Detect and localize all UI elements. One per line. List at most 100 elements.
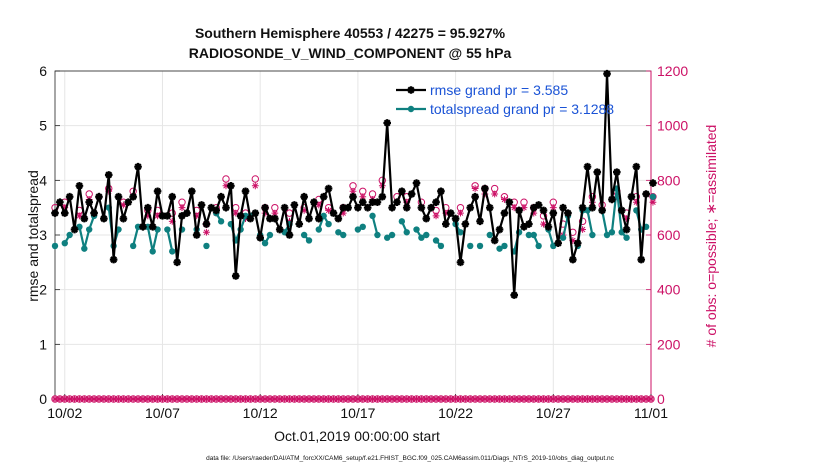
obs-assimilated-marker: [325, 207, 332, 214]
obs-assimilated-marker: [501, 196, 508, 203]
rmse-point: [139, 223, 147, 231]
y-right-tick-label: 200: [657, 336, 681, 352]
totalspread-point: [149, 248, 156, 255]
x-tick-label: 10/12: [243, 405, 278, 421]
obs-zero-assimilated-marker: [525, 395, 533, 403]
obs-zero-assimilated-marker: [515, 395, 523, 403]
x-axis-label: Oct.01,2019 00:00:00 start: [274, 428, 440, 444]
rmse-point: [383, 119, 391, 127]
totalspread-point: [467, 242, 474, 250]
obs-zero-assimilated-marker: [398, 395, 406, 403]
obs-zero-assimilated-marker: [457, 395, 464, 403]
rmse-point: [388, 203, 396, 212]
totalspread-point: [320, 212, 327, 220]
rmse-point: [451, 214, 460, 223]
totalspread-point: [618, 229, 625, 236]
obs-zero-assimilated-marker: [408, 395, 415, 403]
obs-zero-assimilated-marker: [383, 395, 391, 403]
rmse-point: [544, 223, 553, 231]
obs-zero-assimilated-marker: [364, 395, 371, 403]
totalspread-point: [354, 226, 362, 233]
totalspread-point: [129, 242, 137, 250]
obs-zero-assimilated-marker: [530, 395, 537, 403]
obs-zero-assimilated-marker: [100, 395, 108, 403]
totalspread-point: [413, 226, 420, 233]
totalspread-point: [501, 242, 508, 250]
obs-zero-assimilated-marker: [608, 395, 616, 403]
obs-zero-assimilated-marker: [261, 395, 269, 403]
rmse-point: [197, 201, 206, 209]
rmse-point: [358, 198, 367, 206]
obs-assimilated-marker: [632, 198, 640, 206]
obs-assimilated-marker: [649, 198, 657, 206]
obs-assimilated-marker: [232, 209, 240, 217]
obs-assimilated-marker: [432, 212, 440, 220]
obs-zero-assimilated-marker: [554, 395, 562, 403]
y-axis-left: 0 1 2 3 4 5 6: [39, 63, 60, 407]
obs-assimilated-marker: [457, 209, 464, 217]
obs-zero-assimilated-marker: [340, 395, 347, 403]
obs-zero-assimilated-marker: [159, 395, 166, 403]
rmse-point: [124, 198, 133, 206]
rmse-point: [207, 203, 216, 212]
rmse-point: [649, 179, 657, 187]
rmse-point: [637, 255, 646, 264]
rmse-point: [183, 209, 191, 217]
totalspread-point: [369, 212, 376, 220]
rmse-point: [256, 233, 264, 242]
obs-zero-assimilated-marker: [139, 395, 147, 403]
rmse-point: [529, 203, 538, 212]
obs-zero-assimilated-marker: [291, 395, 298, 403]
obs-zero-assimilated-marker: [359, 395, 366, 403]
obs-zero-assimilated-marker: [203, 395, 210, 403]
obs-zero-assimilated-marker: [349, 395, 357, 403]
legend-rmse-label: rmse grand pr = 3.585: [430, 82, 568, 98]
rmse-point: [564, 209, 572, 217]
y-left-tick-label: 5: [39, 118, 47, 134]
obs-zero-assimilated-marker: [71, 395, 78, 403]
rmse-point: [236, 212, 245, 220]
totalspread-point: [266, 231, 274, 239]
obs-zero-assimilated-marker: [110, 395, 117, 403]
totalspread-point: [242, 212, 249, 220]
obs-assimilated-marker: [119, 201, 127, 209]
rmse-point: [520, 223, 528, 231]
rmse-point: [617, 206, 626, 215]
rmse-point: [227, 182, 235, 190]
obs-zero-assimilated-marker: [56, 395, 64, 403]
obs-zero-assimilated-marker: [427, 395, 435, 403]
obs-zero-assimilated-marker: [144, 395, 152, 403]
totalspread-point: [76, 223, 83, 230]
rmse-point: [271, 214, 279, 223]
obs-zero-assimilated-marker: [442, 395, 450, 403]
rmse-point: [559, 203, 567, 212]
y-left-tick-label: 0: [39, 391, 47, 407]
rmse-point: [334, 214, 343, 223]
totalspread-point: [164, 226, 171, 233]
obs-zero-assimilated-marker: [413, 395, 420, 403]
obs-assimilated-marker: [349, 187, 357, 195]
rmse-point: [398, 187, 406, 196]
x-tick-label: 10/27: [536, 405, 571, 421]
rmse-point: [437, 187, 445, 196]
totalspread-point: [281, 229, 288, 236]
obs-assimilated-marker: [154, 212, 161, 220]
obs-zero-assimilated-marker: [388, 395, 396, 403]
y-left-tick-label: 4: [39, 172, 47, 188]
obs-zero-assimilated-marker: [393, 395, 401, 403]
totalspread-point: [608, 229, 616, 236]
obs-zero-assimilated-marker: [193, 395, 200, 403]
obs-zero-assimilated-marker: [125, 395, 132, 403]
rmse-point: [476, 217, 484, 226]
totalspread-point: [603, 231, 611, 239]
obs-zero-assimilated-marker: [603, 395, 611, 403]
obs-zero-assimilated-marker: [496, 395, 503, 403]
obs-zero-assimilated-marker: [252, 395, 259, 403]
rmse-point: [525, 220, 533, 228]
totalspread-point: [584, 207, 591, 214]
obs-assimilated-marker: [520, 204, 528, 212]
rmse-point: [442, 220, 450, 228]
totalspread-point: [496, 245, 503, 252]
obs-zero-assimilated-marker: [467, 395, 474, 403]
